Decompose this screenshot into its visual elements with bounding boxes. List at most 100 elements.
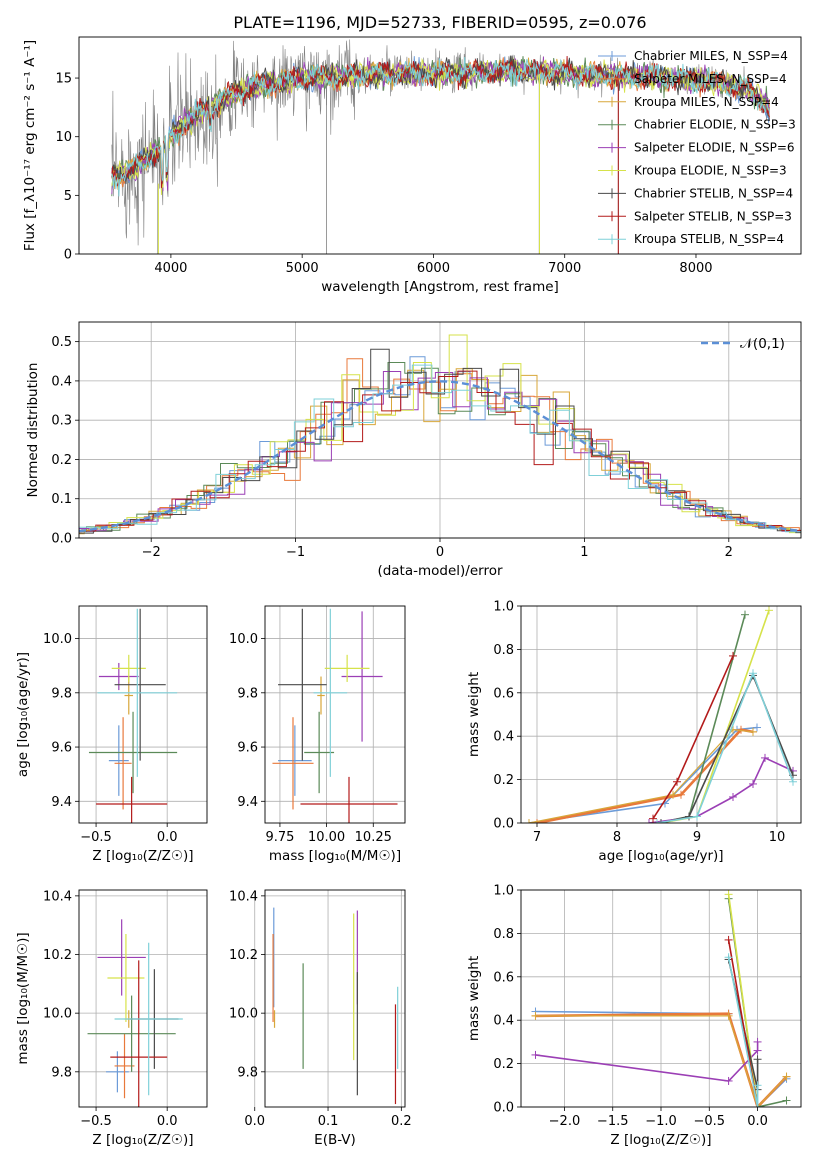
spectrum-lines bbox=[111, 39, 770, 254]
y-tick-label: 10.2 bbox=[43, 948, 72, 963]
axes-frame bbox=[264, 889, 406, 1108]
y-tick-label: 0 bbox=[64, 248, 72, 263]
x-tick-label: 10.00 bbox=[308, 830, 345, 845]
y-axis-label: Normed distribution bbox=[25, 363, 41, 498]
legend-entry: Kroupa MILES, N_SSP=4 bbox=[634, 95, 779, 109]
y-tick-label: 9.8 bbox=[237, 686, 258, 701]
y-tick-label: 10.0 bbox=[43, 632, 72, 647]
x-tick-label: 8 bbox=[613, 830, 621, 845]
y-tick-label: 1.0 bbox=[493, 884, 514, 899]
y-tick-label: 15 bbox=[55, 72, 72, 87]
model-spectrum-8 bbox=[111, 56, 770, 197]
y-tick-label: 9.8 bbox=[237, 1065, 258, 1080]
y-tick-label: 0.6 bbox=[493, 970, 514, 985]
x-tick-label: −2 bbox=[142, 545, 161, 560]
y-tick-label: 5 bbox=[64, 189, 72, 204]
x-tick-label: 10.25 bbox=[355, 830, 392, 845]
histogram-0 bbox=[79, 356, 801, 533]
x-axis-label: Z [log₁₀(Z/Z☉)] bbox=[92, 848, 193, 864]
y-tick-label: 9.8 bbox=[51, 1065, 72, 1080]
y-axis-label: mass [log₁₀(M/M☉)] bbox=[15, 932, 31, 1064]
x-axis-label: Z [log₁₀(Z/Z☉)] bbox=[610, 1132, 711, 1148]
x-tick-label: 0.2 bbox=[391, 1114, 412, 1129]
histogram-7 bbox=[79, 370, 801, 534]
weight-lines bbox=[531, 890, 791, 1107]
y-tick-label: 1.0 bbox=[493, 600, 514, 615]
x-tick-label: −2.0 bbox=[549, 1114, 581, 1129]
y-tick-label: 10.0 bbox=[229, 632, 258, 647]
weight-line-0 bbox=[528, 726, 758, 823]
x-axis-label: (data-model)/error bbox=[377, 563, 503, 579]
y-tick-label: 0.0 bbox=[51, 532, 72, 547]
x-tick-label: 6000 bbox=[417, 261, 450, 276]
y-tick-label: 0.4 bbox=[51, 374, 72, 389]
x-tick-label: 9.75 bbox=[265, 830, 294, 845]
x-tick-label: −0.5 bbox=[693, 1114, 725, 1129]
legend-entry: Chabrier MILES, N_SSP=4 bbox=[634, 49, 788, 63]
errorbars bbox=[272, 907, 399, 1105]
y-tick-label: 9.4 bbox=[237, 795, 258, 810]
x-tick-label: −1.0 bbox=[645, 1114, 677, 1129]
histogram-2 bbox=[79, 368, 801, 535]
y-tick-label: 10.4 bbox=[43, 889, 72, 904]
x-tick-label: −0.5 bbox=[80, 1114, 112, 1129]
legend-entry: Chabrier STELIB, N_SSP=4 bbox=[634, 186, 793, 200]
y-tick-label: 10 bbox=[55, 130, 72, 145]
histogram-4 bbox=[79, 371, 801, 533]
y-tick-label: 0.4 bbox=[493, 1014, 514, 1029]
weight-line-2 bbox=[528, 729, 754, 823]
axes-frame bbox=[520, 605, 802, 824]
y-tick-label: 0.3 bbox=[51, 414, 72, 429]
x-tick-label: 9 bbox=[693, 830, 701, 845]
x-tick-label: 0.0 bbox=[157, 830, 178, 845]
x-tick-label: −1 bbox=[286, 545, 305, 560]
x-tick-label: 8000 bbox=[679, 261, 712, 276]
x-tick-label: 0.1 bbox=[318, 1114, 339, 1129]
histogram-1 bbox=[79, 358, 801, 533]
y-tick-label: 9.6 bbox=[237, 741, 258, 756]
y-tick-label: 0.0 bbox=[493, 1101, 514, 1116]
y-tick-label: 10.0 bbox=[229, 1007, 258, 1022]
normal-curve bbox=[79, 380, 801, 533]
legend-entry: Salpeter ELODIE, N_SSP=6 bbox=[634, 141, 795, 155]
legend-entry: 𝒩(0,1) bbox=[740, 336, 785, 352]
model-spectrum-5 bbox=[111, 56, 770, 196]
y-tick-label: 0.4 bbox=[493, 730, 514, 745]
x-tick-label: 0.0 bbox=[157, 1114, 178, 1129]
axes-frame bbox=[78, 605, 208, 824]
y-tick-label: 0.6 bbox=[493, 686, 514, 701]
weight-line-4 bbox=[535, 1041, 759, 1082]
x-tick-label: 1 bbox=[580, 545, 588, 560]
weight-line-8 bbox=[727, 957, 759, 1107]
y-axis-label: mass weight bbox=[466, 956, 482, 1041]
weight-line-5 bbox=[727, 894, 759, 1107]
x-axis-label: age [log₁₀(age/yr)] bbox=[598, 848, 723, 864]
y-tick-label: 0.2 bbox=[51, 453, 72, 468]
legend-entry: Kroupa STELIB, N_SSP=4 bbox=[634, 232, 784, 246]
x-tick-label: 0 bbox=[436, 545, 444, 560]
y-tick-label: 0.8 bbox=[493, 927, 514, 942]
y-tick-label: 9.8 bbox=[51, 686, 72, 701]
y-tick-label: 10.4 bbox=[229, 889, 258, 904]
legend-entry: Salpeter MILES, N_SSP=4 bbox=[634, 72, 787, 86]
x-axis-label: E(B-V) bbox=[314, 1132, 356, 1148]
weight-line-8 bbox=[656, 671, 794, 823]
x-axis-label: Z [log₁₀(Z/Z☉)] bbox=[92, 1132, 193, 1148]
x-tick-label: 2 bbox=[725, 545, 733, 560]
errorbars bbox=[272, 608, 398, 823]
x-tick-label: 7000 bbox=[548, 261, 581, 276]
x-tick-label: 10 bbox=[769, 830, 786, 845]
y-tick-label: 0.1 bbox=[51, 492, 72, 507]
legend-entry: Kroupa ELODIE, N_SSP=3 bbox=[634, 164, 787, 178]
weight-line-2 bbox=[535, 1015, 787, 1107]
weight-lines bbox=[525, 606, 797, 823]
weight-line-7 bbox=[652, 655, 734, 820]
y-tick-label: 9.4 bbox=[51, 795, 72, 810]
y-axis-label: Flux [f_λ10⁻¹⁷ erg cm⁻² s⁻¹ A⁻¹] bbox=[22, 40, 38, 251]
y-tick-label: 0.0 bbox=[493, 817, 514, 832]
histogram-8 bbox=[79, 364, 801, 533]
y-tick-label: 10.0 bbox=[43, 1007, 72, 1022]
legend-entry: Chabrier ELODIE, N_SSP=3 bbox=[634, 118, 796, 132]
x-axis-label: mass [log₁₀(M/M☉)] bbox=[269, 848, 401, 864]
